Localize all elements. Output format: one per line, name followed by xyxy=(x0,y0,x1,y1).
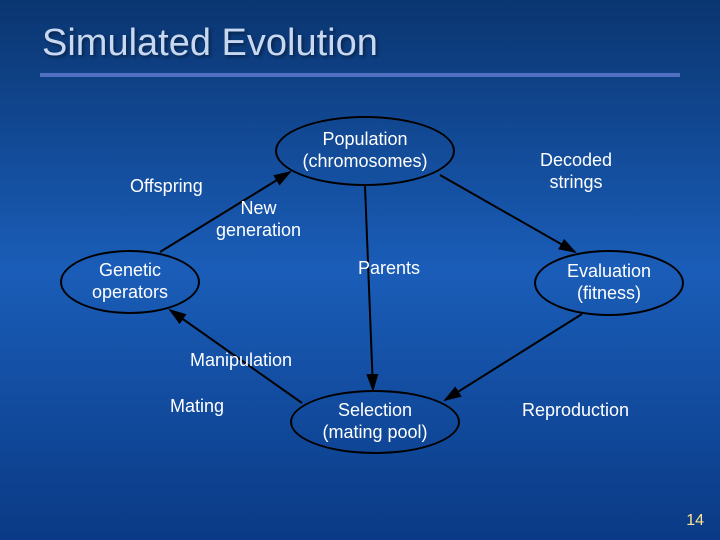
title-underline xyxy=(40,73,680,77)
node-selection: Selection(mating pool) xyxy=(290,390,460,454)
diagram-stage: Population(chromosomes) Evaluation(fitne… xyxy=(0,100,720,520)
label-decoded-strings: Decodedstrings xyxy=(540,150,612,193)
label-parents: Parents xyxy=(358,258,420,280)
arrow-population-selection xyxy=(365,186,373,390)
slide-title: Simulated Evolution xyxy=(0,0,720,65)
page-number: 14 xyxy=(686,512,704,530)
label-manipulation: Manipulation xyxy=(190,350,292,372)
label-mating: Mating xyxy=(170,396,224,418)
label-new-generation: Newgeneration xyxy=(216,198,301,241)
node-evaluation: Evaluation(fitness) xyxy=(534,250,684,316)
label-reproduction: Reproduction xyxy=(522,400,629,422)
node-population: Population(chromosomes) xyxy=(275,116,455,186)
arrow-evaluation-selection xyxy=(445,314,582,400)
node-genetic: Geneticoperators xyxy=(60,250,200,314)
label-offspring: Offspring xyxy=(130,176,203,198)
